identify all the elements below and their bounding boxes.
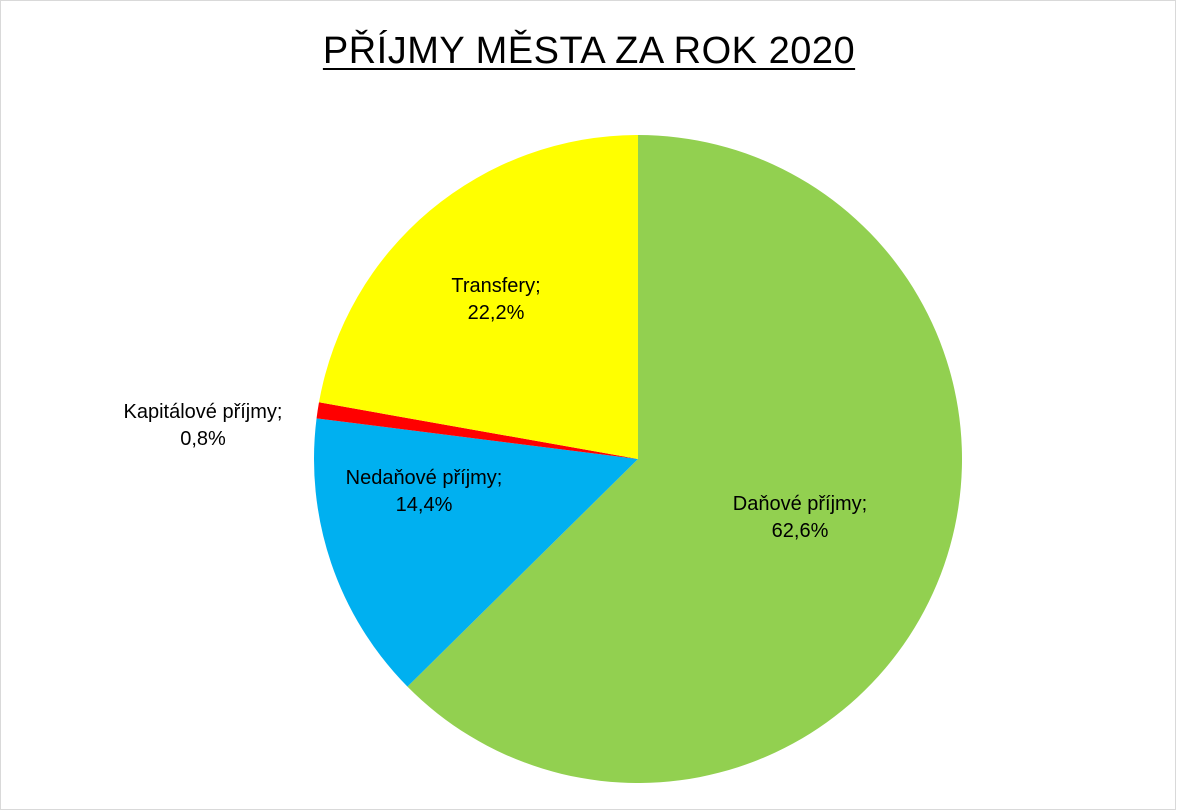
pie-slice-transfery — [319, 135, 638, 459]
pie-slices — [314, 135, 963, 783]
slice-label-kapitalove-prijmy: Kapitálové příjmy; — [124, 401, 283, 423]
pie-slice-danove-prijmy — [407, 135, 963, 783]
slice-label-transfery: Transfery; — [451, 275, 540, 297]
slice-value-danove-prijmy: 62,6% — [772, 520, 829, 542]
pie-slice-kapitalove-prijmy — [316, 402, 638, 459]
slice-label-danove-prijmy: Daňové příjmy; — [733, 493, 868, 515]
slice-value-kapitalove-prijmy: 0,8% — [180, 428, 226, 450]
slice-label-nedanove-prijmy: Nedaňové příjmy; — [346, 467, 503, 489]
slice-value-nedanove-prijmy: 14,4% — [396, 494, 453, 516]
pie-labels: Daňové příjmy; 62,6% Nedaňové příjmy; 14,4%… — [124, 275, 868, 542]
chart-title: PŘÍJMY MĚSTA ZA ROK 2020 — [322, 30, 856, 72]
pie-slice-nedanove-prijmy — [314, 418, 638, 687]
slice-value-transfery: 22,2% — [468, 302, 525, 324]
